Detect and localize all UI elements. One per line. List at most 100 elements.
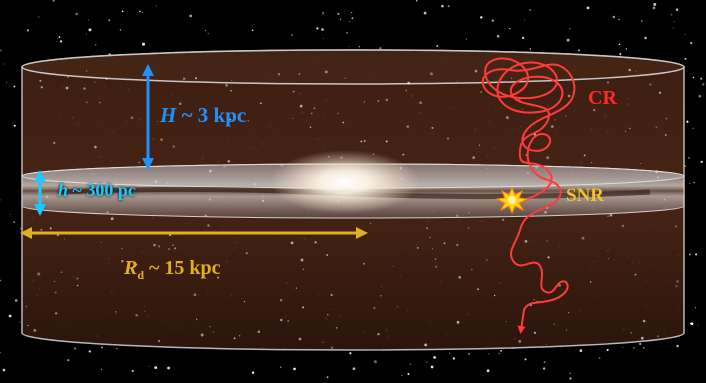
- star: [193, 293, 197, 297]
- star: [130, 116, 134, 120]
- star: [554, 119, 556, 121]
- star: [121, 10, 124, 13]
- star: [363, 262, 366, 265]
- star: [502, 218, 505, 221]
- star: [135, 313, 139, 317]
- star: [415, 0, 418, 2]
- star: [676, 280, 679, 283]
- star: [339, 18, 342, 20]
- star: [326, 254, 329, 256]
- star: [486, 259, 488, 261]
- star: [692, 127, 694, 129]
- star: [99, 101, 101, 104]
- star: [178, 102, 182, 106]
- halo-height-label: H ~ 3 kpc: [160, 103, 246, 128]
- star: [286, 282, 288, 284]
- star: [225, 84, 228, 87]
- star: [533, 331, 536, 334]
- star: [569, 28, 571, 30]
- star: [174, 247, 177, 250]
- star: [441, 4, 444, 8]
- star: [363, 101, 366, 103]
- star: [434, 258, 437, 260]
- star: [277, 73, 281, 76]
- star: [293, 367, 296, 371]
- star: [425, 227, 429, 230]
- star: [675, 225, 678, 228]
- star: [204, 29, 207, 32]
- star: [321, 12, 325, 15]
- star: [167, 366, 171, 370]
- star: [373, 306, 376, 310]
- star: [344, 77, 346, 79]
- star: [567, 94, 571, 98]
- star: [634, 273, 637, 276]
- star: [435, 265, 438, 268]
- star: [426, 361, 428, 363]
- star: [207, 224, 210, 227]
- star: [688, 182, 691, 185]
- star: [363, 139, 366, 143]
- galactic-bulge: [270, 150, 420, 214]
- star: [695, 253, 698, 256]
- star: [0, 49, 2, 52]
- star: [569, 372, 571, 374]
- star: [612, 15, 616, 19]
- star: [116, 348, 118, 350]
- star: [0, 279, 2, 282]
- star: [690, 42, 693, 45]
- star: [342, 121, 345, 124]
- star: [430, 72, 433, 76]
- star: [456, 320, 460, 324]
- star: [505, 321, 507, 323]
- star: [609, 213, 613, 217]
- star: [310, 112, 313, 115]
- star: [478, 144, 481, 146]
- star: [458, 276, 461, 279]
- star: [593, 108, 596, 112]
- star: [141, 11, 144, 13]
- star: [493, 294, 496, 297]
- star: [158, 245, 161, 248]
- star: [157, 339, 161, 343]
- star: [337, 12, 340, 15]
- star: [290, 241, 294, 245]
- star: [63, 238, 65, 240]
- star: [644, 36, 647, 40]
- star: [491, 19, 494, 22]
- star: [298, 337, 302, 341]
- star: [121, 259, 124, 263]
- star: [33, 328, 37, 332]
- disk-radius-subscript: d: [137, 268, 145, 282]
- star: [0, 199, 1, 201]
- cosmic-ray-label: CR: [588, 87, 617, 109]
- star: [480, 16, 483, 19]
- star: [260, 102, 262, 105]
- disk-height-label: h ~ 300 pc: [58, 180, 136, 201]
- star: [379, 47, 382, 50]
- star: [640, 336, 644, 340]
- star: [60, 271, 63, 274]
- star: [94, 43, 97, 46]
- star: [88, 28, 92, 32]
- star: [131, 369, 134, 373]
- star: [85, 33, 87, 35]
- star: [348, 46, 350, 48]
- star: [167, 248, 171, 251]
- star: [433, 356, 436, 359]
- star: [606, 348, 609, 352]
- star: [694, 307, 697, 309]
- star: [27, 324, 29, 327]
- star: [407, 373, 410, 375]
- star: [300, 258, 304, 262]
- star: [9, 214, 11, 215]
- star: [423, 11, 427, 15]
- star: [553, 323, 556, 326]
- star: [105, 78, 108, 80]
- star: [693, 181, 695, 184]
- star: [94, 145, 97, 149]
- star: [449, 352, 451, 354]
- star: [25, 305, 28, 308]
- star: [700, 77, 703, 80]
